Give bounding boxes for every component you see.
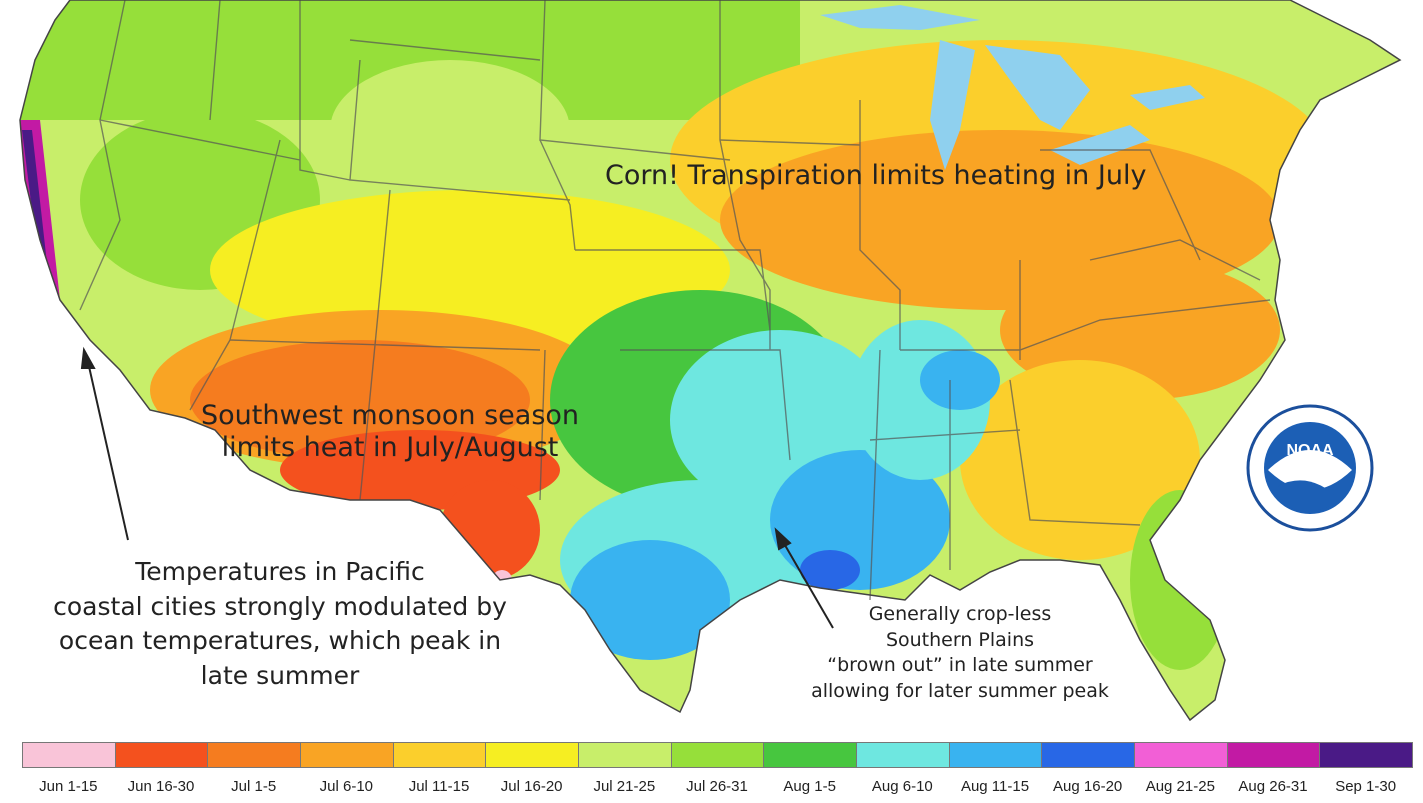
legend-swatch [948,742,1043,768]
legend-label: Sep 1-30 [1335,778,1397,795]
legend-swatch [856,742,950,768]
legend-swatch [207,742,301,768]
legend-label: Jul 26-31 [686,778,748,795]
monsoon-annotation: Southwest monsoon season limits heat in … [175,400,605,465]
legend-label: Jul 16-20 [500,778,563,795]
legend-swatch [392,742,487,768]
us-outline [19,0,1402,722]
plains-line-4: allowing for later summer peak [811,679,1109,702]
legend-swatch [22,742,116,768]
color-legend: Jun 1-15 Jun 16-30 Jul 1-5 Jul 6-10 Jul 11-1… [22,742,1413,798]
legend-label: Jun 1-15 [39,778,98,795]
legend-label: Jun 16-30 [127,778,195,795]
legend-label: Jul 1-5 [231,778,277,795]
legend-swatch [1226,742,1321,768]
legend-label: Aug 11-15 [960,778,1030,795]
legend-swatch [763,742,857,768]
legend-swatch [1319,742,1413,768]
plains-line-2: Southern Plains [885,628,1035,651]
legend-label: Jul 11-15 [408,778,470,795]
legend-swatch [114,742,209,768]
plains-line-1: Generally crop-less [868,603,1052,625]
legend-label: Aug 16-20 [1053,778,1123,795]
legend-swatch [670,742,765,768]
pacific-line-3: ocean temperatures, which peak in [58,626,502,655]
pacific-annotation: Temperatures in Pacific coastal cities s… [0,555,560,693]
temperature-peak-map: NOAA [19,0,1402,722]
legend-label: Jul 6-10 [319,778,374,795]
plains-annotation: Generally crop-less Southern Plains “bro… [760,602,1160,705]
pacific-arrow [80,346,129,541]
legend-label: Aug 1-5 [783,778,836,795]
legend-label: Aug 6-10 [871,778,933,795]
legend-label: Jul 21-25 [593,778,656,795]
legend-swatch [1041,742,1135,768]
state-borders [79,0,1271,601]
plains-arrow [774,527,834,629]
noaa-logo-text: NOAA [1286,442,1334,459]
legend-swatch [578,742,672,768]
monsoon-line-1: Southwest monsoon season [200,400,580,431]
plains-line-3: “brown out” in late summer [827,654,1093,677]
us-landmass [19,0,1402,722]
corn-annotation: Corn! Transpiration limits heating in Ju… [605,160,1205,192]
legend-swatch [300,742,394,768]
noaa-logo: NOAA [1246,404,1374,532]
monsoon-line-2: limits heat in July/August [221,432,559,464]
legend-label: Aug 26-31 [1238,778,1308,795]
pacific-line-2: coastal cities strongly modulated by [53,591,507,621]
legend-swatch [1134,742,1228,768]
great-lakes [820,5,1205,170]
corn-annotation-text: Corn! Transpiration limits heating in Ju… [605,160,1147,191]
pacific-line-1: Temperatures in Pacific [135,557,425,586]
legend-swatch [485,742,579,768]
pacific-line-4: late summer [200,660,360,690]
legend-label: Aug 21-25 [1145,778,1215,795]
